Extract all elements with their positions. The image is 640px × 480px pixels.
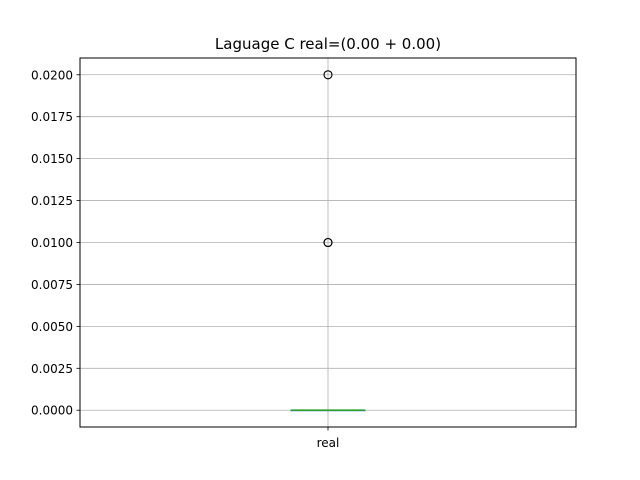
y-tick-label: 0.0050 — [31, 320, 73, 334]
y-tick-label: 0.0175 — [31, 110, 73, 124]
y-tick-label: 0.0125 — [31, 194, 73, 208]
y-tick-label: 0.0100 — [31, 236, 73, 250]
y-tick-label: 0.0075 — [31, 278, 73, 292]
grid-lines — [80, 58, 576, 427]
y-tick-label: 0.0000 — [31, 404, 73, 418]
x-axis: real — [317, 427, 340, 450]
outlier-point — [323, 70, 333, 80]
x-tick-label: real — [317, 436, 340, 450]
box-plot — [290, 409, 366, 412]
y-tick-label: 0.0025 — [31, 362, 73, 376]
outlier-points — [323, 70, 333, 248]
outlier-point — [323, 237, 333, 248]
chart-title: Laguage C real=(0.00 + 0.00) — [215, 35, 441, 53]
y-tick-label: 0.0200 — [31, 68, 73, 82]
y-axis: 0.0000 0.0025 0.0050 0.0075 0.0100 0.0125 0.01… — [31, 68, 80, 418]
y-tick-label: 0.0150 — [31, 152, 73, 166]
